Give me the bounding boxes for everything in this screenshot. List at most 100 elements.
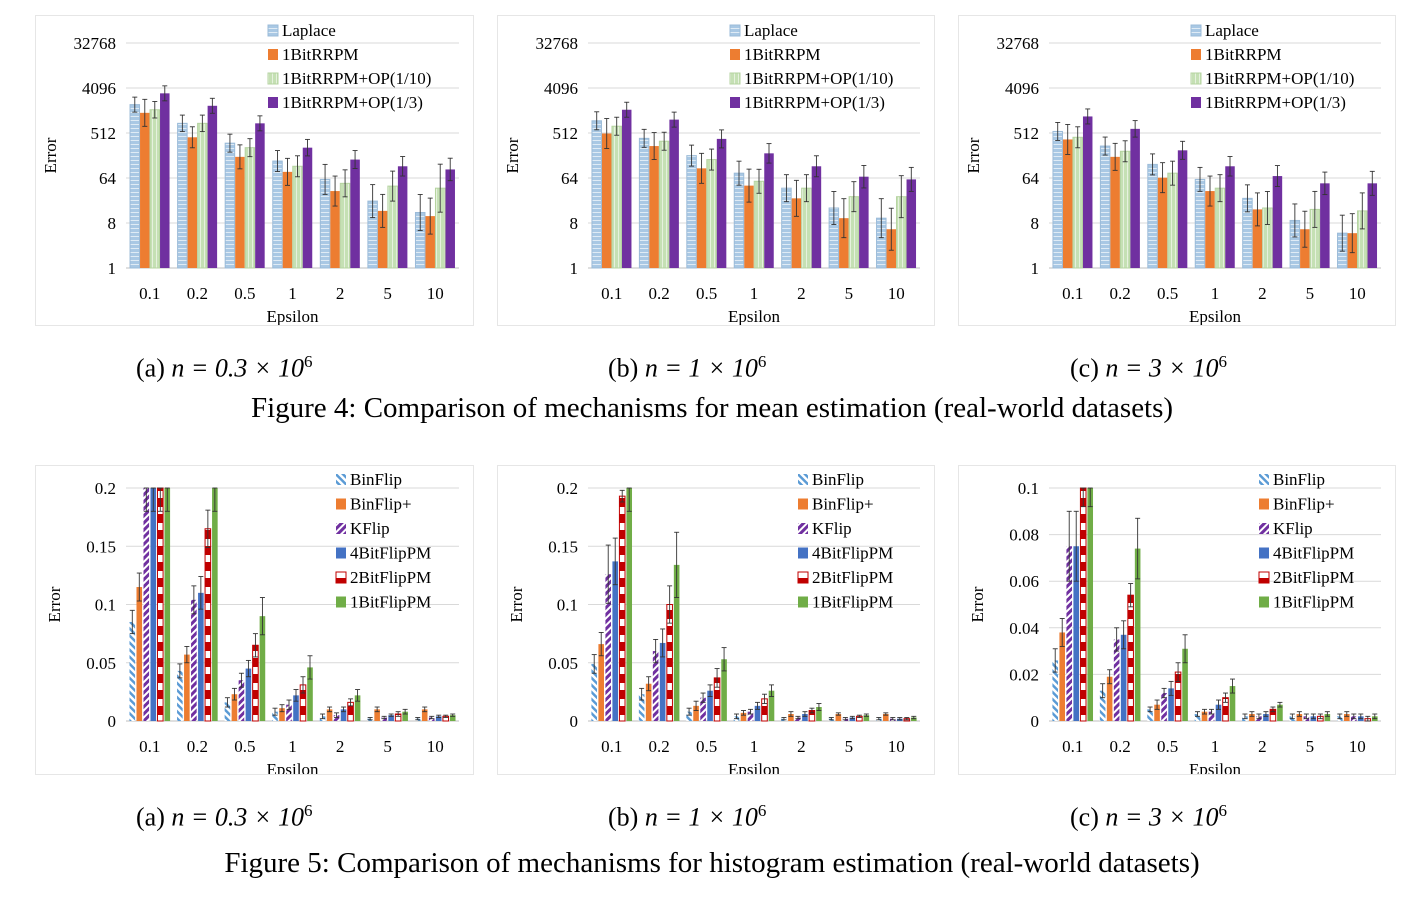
- subcaption-label: (a): [136, 353, 165, 383]
- y-tick-label: 1: [1031, 259, 1040, 278]
- legend-label-binflip: BinFlip: [812, 470, 864, 489]
- y-tick-label: 32768: [997, 34, 1040, 53]
- bar-1bitrrpm: [791, 198, 802, 268]
- bar-1bitrrpm-op-1-3: [859, 176, 869, 268]
- y-axis-label: Error: [968, 586, 987, 622]
- bar-1bitrrpm: [1110, 156, 1120, 268]
- legend-swatch-laplace: [729, 24, 741, 37]
- bar-1bitflippm: [721, 659, 727, 721]
- legend-swatch-binflip: [1259, 474, 1269, 485]
- legend-swatch-1bitrrpm-op-1-10: [729, 72, 741, 85]
- legend-label-1bitrrpm: 1BitRRPM: [1205, 45, 1282, 64]
- x-tick-label: 2: [336, 737, 345, 756]
- subcaption-math: n = 0.3 × 10: [171, 353, 304, 383]
- bar-laplace: [1052, 130, 1063, 269]
- bar-4bitflippm: [1263, 714, 1269, 721]
- x-tick-label: 2: [1258, 737, 1267, 756]
- bar-1bitrrpm-op-1-10: [149, 109, 161, 269]
- bar-kflip: [428, 717, 435, 721]
- bar-4bitflippm: [293, 695, 299, 721]
- legend: BinFlip BinFlip+ KFlip 4BitFlipPM 2BitFlipPM…: [797, 470, 893, 612]
- bar-kflip: [143, 488, 150, 721]
- bar-4bitflippm: [707, 690, 713, 721]
- x-tick-label: 0.2: [1110, 737, 1131, 756]
- y-tick-label: 0.2: [557, 479, 578, 498]
- bar-kflip: [652, 651, 659, 721]
- legend-swatch-1bitrrpm-op-1-10: [1190, 72, 1202, 85]
- bar-kflip: [333, 715, 340, 721]
- bar-kflip: [795, 717, 801, 721]
- legend-label-1bitrrpm-op-1-3: 1BitRRPM+OP(1/3): [744, 93, 885, 112]
- subcaption-math: n = 3 × 10: [1105, 353, 1219, 383]
- plot-area: 1 8 64 512 4096 32768 Error 0.1 0.2 0.5 1 2 5 10 Epsil…: [503, 34, 920, 325]
- chart-fig4b: 1 8 64 512 4096 32768 Error 0.1 0.2 0.5 1 2 5 10 Epsil…: [503, 21, 920, 325]
- x-tick-label: 5: [1306, 737, 1315, 756]
- x-axis-label: Epsilon: [728, 307, 780, 325]
- bar-1bitflippm: [863, 715, 870, 721]
- bar-1bitflippm: [1182, 648, 1188, 721]
- bar-binflip: [136, 587, 143, 721]
- x-tick-label: 2: [797, 737, 806, 756]
- bar-kflip: [1066, 546, 1073, 721]
- legend-swatch-1bitrrpm: [730, 49, 740, 60]
- y-tick-label: 0.05: [548, 654, 578, 673]
- bar-laplace: [1099, 145, 1111, 269]
- x-tick-label: 10: [427, 284, 444, 303]
- x-axis-label: Epsilon: [1189, 307, 1241, 325]
- bar-kflip: [1113, 639, 1120, 721]
- y-tick-label: 0: [570, 712, 579, 731]
- y-tick-label: 0.06: [1009, 572, 1039, 591]
- chart-panel-fig5a: 0 0.05 0.1 0.15 0.2 Error 0.1 0.2 0.5 1 2 5 10 Epsilo…: [35, 465, 474, 775]
- chart-fig5a: 0 0.05 0.1 0.15 0.2 Error 0.1 0.2 0.5 1 2 5 10 Epsilo…: [45, 470, 459, 774]
- bar-binflip: [1052, 660, 1059, 721]
- y-tick-label: 4096: [82, 79, 116, 98]
- subcaption-label: (c): [1070, 353, 1099, 383]
- bar-binflip: [326, 709, 333, 721]
- x-tick-label: 2: [1258, 284, 1267, 303]
- bar-1bitflippm: [259, 616, 266, 721]
- bar-laplace: [129, 104, 141, 269]
- y-tick-label: 64: [561, 169, 579, 188]
- bar-4bitflippm: [1073, 546, 1080, 721]
- bar-4bitflippm: [849, 717, 856, 721]
- bar-kflip: [747, 711, 754, 721]
- y-tick-label: 0.05: [86, 654, 116, 673]
- legend: Laplace 1BitRRPM 1BitRRPM+OP(1/10) 1BitRRPM…: [267, 21, 431, 112]
- bar-1bitflippm: [354, 695, 361, 721]
- bar-1bitrrpm: [1252, 209, 1263, 268]
- legend-label-4bitflippm: 4BitFlipPM: [1273, 544, 1354, 563]
- y-tick-label: 4096: [544, 79, 578, 98]
- bar-1bitrrpm-op-1-10: [1072, 136, 1083, 269]
- subcaption-label: (b): [608, 802, 639, 832]
- x-tick-label: 0.2: [649, 284, 670, 303]
- bar-binflip: [177, 670, 183, 721]
- bar-binflip: [374, 709, 380, 721]
- x-tick-label: 1: [1211, 737, 1220, 756]
- bar-binflip: [1106, 676, 1113, 721]
- legend-label-2bitflippm: 2BitFlipPM: [350, 568, 431, 587]
- bar-1bitrrpm-op-1-3: [716, 138, 727, 268]
- legend-swatch-1bitrrpm-op-1-3: [1191, 97, 1201, 108]
- bar-1bitflippm: [816, 707, 822, 721]
- y-tick-label: 0.1: [1018, 479, 1039, 498]
- bar-1bitrrpm: [425, 216, 435, 268]
- bar-1bitrrpm-op-1-10: [1167, 172, 1178, 269]
- x-tick-label: 1: [750, 284, 759, 303]
- x-axis-label: Epsilon: [267, 760, 319, 774]
- bar-laplace: [1194, 178, 1206, 269]
- bar-4bitflippm: [1168, 688, 1174, 721]
- bar-1bitflippm: [1277, 704, 1283, 721]
- legend-swatch-1bitrrpm-op-1-3: [730, 97, 740, 108]
- bar-kflip: [700, 697, 706, 721]
- bar-1bitrrpm-op-1-3: [1225, 166, 1235, 268]
- bar-1bitrrpm: [696, 168, 707, 268]
- y-tick-label: 0.02: [1009, 665, 1039, 684]
- chart-fig5c: 0 0.02 0.04 0.06 0.08 0.1 Error 0.1 0.2 0.5 1 2 5 10 E…: [968, 470, 1381, 774]
- bar-1bitflippm: [307, 667, 313, 721]
- bar-1bitrrpm-op-1-3: [764, 153, 774, 268]
- legend-swatch-laplace: [1190, 24, 1202, 37]
- bar-1bitrrpm-op-1-3: [1177, 150, 1188, 268]
- legend-label-binflip: BinFlip: [350, 470, 402, 489]
- bar-1bitrrpm: [1062, 139, 1073, 268]
- legend-swatch-1bitrrpm: [1191, 49, 1201, 60]
